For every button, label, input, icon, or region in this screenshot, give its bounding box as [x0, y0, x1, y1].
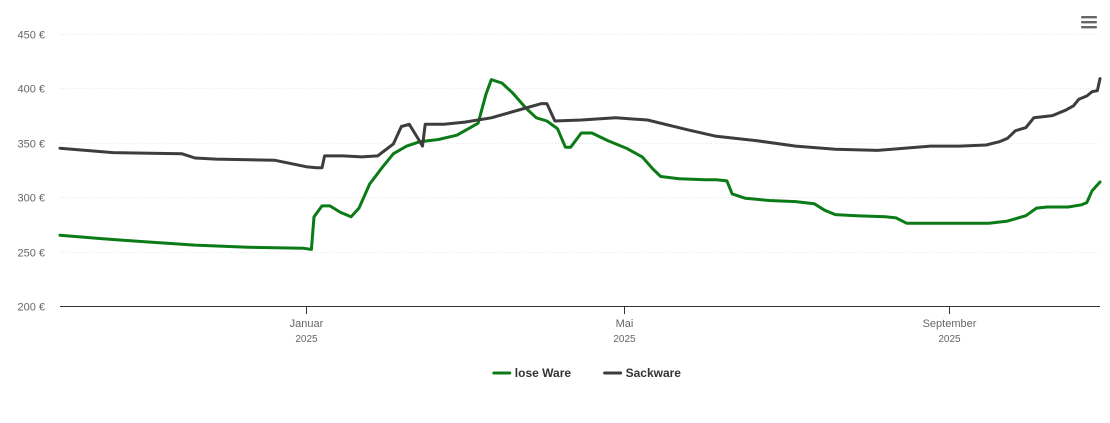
x-tick-year-label: 2025: [938, 334, 961, 345]
x-tick-year-label: 2025: [613, 334, 636, 345]
y-tick-label: 250 €: [17, 248, 45, 260]
x-tick-label: Mai: [616, 318, 634, 330]
series-line-sackware[interactable]: [58, 77, 1102, 170]
legend: lose Ware Sackware: [492, 366, 682, 380]
y-tick-label: 300 €: [17, 193, 45, 205]
y-tick-label: 200 €: [17, 302, 45, 314]
legend-item-lose-ware[interactable]: lose Ware: [492, 366, 572, 380]
y-tick-label: 450 €: [17, 30, 45, 42]
y-tick-label: 350 €: [17, 139, 45, 151]
grid-lines: [60, 34, 1100, 253]
x-axis: Januar 2025 Mai 2025 September 2025: [60, 306, 1100, 345]
series-line-lose-ware[interactable]: [58, 78, 1102, 251]
chart-menu-button[interactable]: [1080, 14, 1098, 30]
series-lines: [58, 77, 1102, 251]
legend-label: Sackware: [626, 366, 682, 380]
x-tick-year-label: 2025: [295, 334, 318, 345]
legend-item-sackware[interactable]: Sackware: [603, 366, 682, 380]
y-axis: 200 € 250 € 300 € 350 € 400 € 450 €: [17, 30, 45, 314]
x-tick-label: September: [923, 318, 977, 330]
hamburger-menu-icon: [1081, 16, 1097, 29]
y-tick-label: 400 €: [17, 84, 45, 96]
legend-label: lose Ware: [515, 366, 572, 380]
x-tick-label: Januar: [290, 318, 324, 330]
